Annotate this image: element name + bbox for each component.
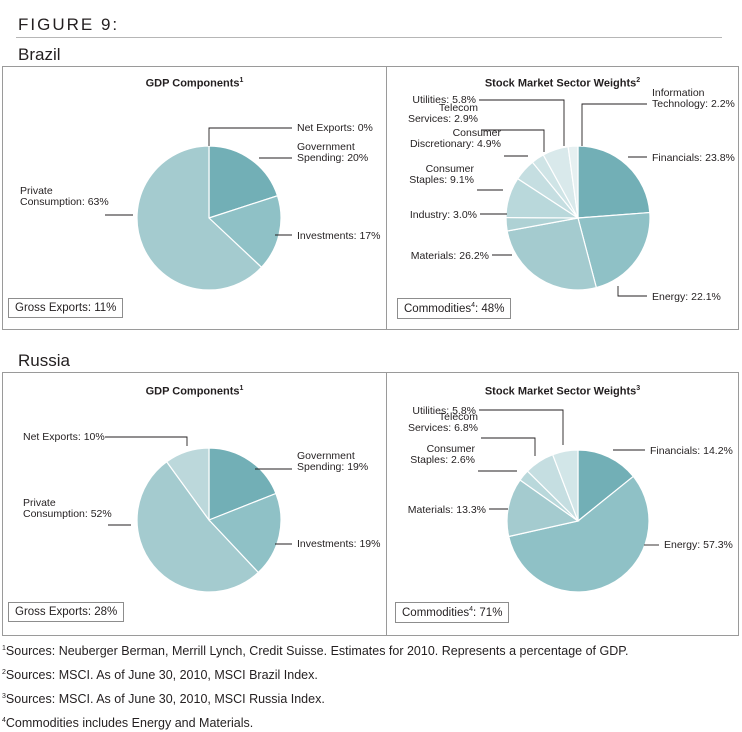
russia-stock-title: Stock Market Sector Weights3	[484, 385, 641, 398]
footnote-3: 3Sources: MSCI. As of June 30, 2010, MSC…	[2, 692, 325, 706]
pie-slice-materials	[506, 217, 598, 291]
slice-label-financials: Financials: 23.8%	[652, 152, 735, 164]
brazil-stock-panel: Stock Market Sector Weights2 Commodities…	[386, 66, 739, 330]
pie-slice-net-exports	[165, 447, 210, 522]
footnote-2: 2Sources: MSCI. As of June 30, 2010, MSC…	[2, 668, 318, 682]
slice-label-information-technology: Information Technology: 2.2%	[652, 87, 735, 110]
pie-chart-4: Financials: 14.2% Energy: 57.3% Materials:…	[408, 405, 733, 593]
pie-slice-private-consumption	[136, 145, 263, 291]
brazil-gross-exports-box: Gross Exports: 11%	[8, 298, 124, 318]
slice-label-investments: Investments: 17%	[297, 230, 380, 242]
leader-line-energy	[617, 286, 647, 297]
pie-slice-investments	[207, 492, 282, 574]
leader-line-information-technology	[581, 103, 647, 146]
slice-label-telecom-services: Telecom Services: 2.9%	[408, 102, 478, 125]
slice-label-consumer-staples: Consumer Staples: 2.6%	[410, 443, 475, 466]
footnote-4: 4Commodities includes Energy and Materia…	[2, 716, 254, 730]
slice-label-utilities: Utilities: 5.8%	[412, 405, 476, 417]
title-rule	[16, 37, 722, 38]
leader-line-utilities	[479, 99, 565, 146]
slice-label-energy: Energy: 57.3%	[664, 539, 733, 551]
slice-label-net-exports: Net Exports: 0%	[297, 122, 373, 134]
leader-line-net-exports	[105, 436, 188, 446]
figure-title: FIGURE 9:	[18, 15, 120, 34]
leader-line-utilities	[479, 409, 564, 445]
russia-commodities-box: Commodities4: 71%	[395, 602, 510, 623]
russia-gross-exports-box: Gross Exports: 28%	[8, 602, 125, 622]
slice-label-financials: Financials: 14.2%	[650, 445, 733, 457]
leader-line-telecom-services	[481, 437, 536, 456]
pie-slice-utilities	[551, 449, 579, 522]
slice-label-government-spending: Government Spending: 20%	[297, 141, 368, 164]
slice-label-government-spending: Government Spending: 19%	[297, 450, 368, 473]
pie-chart-2: Financials: 23.8% Energy: 22.1% Materials:…	[408, 87, 735, 303]
slice-label-utilities: Utilities: 5.8%	[412, 94, 476, 106]
slice-label-energy: Energy: 22.1%	[652, 291, 721, 303]
brazil-gdp-title: GDP Components1	[145, 77, 244, 90]
slice-label-materials: Materials: 13.3%	[408, 504, 486, 516]
pie-slice-financials	[577, 145, 651, 219]
slice-label-materials: Materials: 26.2%	[411, 250, 489, 262]
leader-line-net-exports	[208, 127, 292, 146]
pie-slice-government-spending	[208, 447, 277, 521]
leader-line-telecom-services	[481, 129, 545, 152]
pie-slice-energy	[577, 211, 651, 289]
russia-stock-panel: Stock Market Sector Weights3 Commodities…	[386, 372, 739, 636]
pie-slice-energy	[507, 475, 650, 593]
pie-slice-investments	[207, 194, 282, 269]
slice-label-investments: Investments: 19%	[297, 538, 380, 550]
brazil-commodities-box: Commodities4: 48%	[397, 298, 512, 319]
pie-slice-information-technology	[567, 145, 579, 219]
pie-slice-private-consumption	[136, 460, 260, 593]
slice-label-consumer-staples: Consumer Staples: 9.1%	[409, 163, 474, 186]
slice-label-industry: Industry: 3.0%	[410, 209, 477, 221]
pie-slice-government-spending	[208, 145, 279, 219]
russia-gdp-title: GDP Components1	[145, 385, 244, 398]
slice-label-telecom-services: Telecom Services: 6.8%	[408, 411, 478, 434]
slice-label-net-exports: Net Exports: 10%	[23, 431, 105, 443]
pie-chart-3: Government Spending: 19% Investments: 19% P…	[23, 431, 380, 593]
pie-slice-materials	[506, 479, 580, 538]
slice-label-private-consumption: Private Consumption: 52%	[23, 497, 112, 520]
footnote-1: 1Sources: Neuberger Berman, Merrill Lync…	[2, 644, 629, 658]
country-russia-heading: Russia	[18, 351, 70, 370]
country-brazil-heading: Brazil	[18, 45, 61, 64]
pie-chart-1: Net Exports: 0% Government Spending: 20% In…	[20, 122, 380, 291]
brazil-stock-title: Stock Market Sector Weights2	[484, 77, 641, 90]
slice-label-private-consumption: Private Consumption: 63%	[20, 185, 109, 208]
pie-slice-financials	[577, 449, 635, 523]
